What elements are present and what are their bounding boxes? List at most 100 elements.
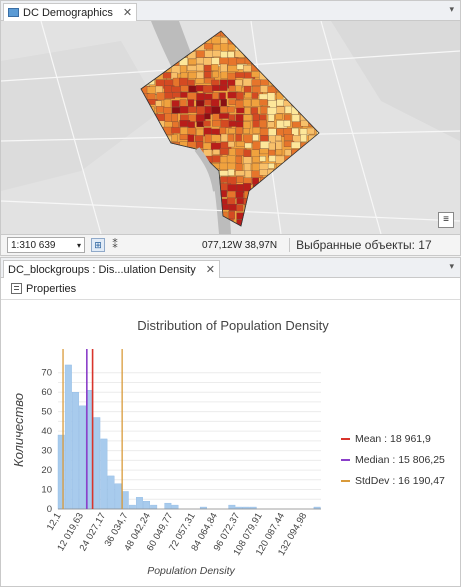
block-group-cell	[180, 72, 188, 79]
chevron-down-icon: ▾	[76, 240, 81, 250]
map-tools-icon[interactable]: ≡	[438, 212, 454, 228]
legend-label-mean: Mean : 18 961,9	[355, 432, 431, 445]
map-view[interactable]: ≡	[1, 21, 460, 234]
block-group-cell	[251, 79, 262, 86]
chart-pane: DC_blockgroups : Dis...ulation Density ✕…	[0, 257, 461, 587]
block-group-cell	[210, 142, 222, 151]
block-group-cell	[187, 65, 197, 71]
close-icon[interactable]: ✕	[122, 7, 133, 19]
histogram-bar[interactable]	[143, 501, 151, 510]
legend-item-stddev[interactable]: StdDev : 16 190,47	[341, 470, 445, 491]
pane-menu-chevron-icon[interactable]: ▾	[449, 4, 454, 14]
block-group-cell	[212, 149, 221, 155]
fixed-zoom-icon[interactable]: ⊞	[91, 238, 105, 252]
block-group-cell	[203, 120, 211, 127]
y-tick-label: 10	[41, 485, 52, 496]
histogram-bar[interactable]	[135, 497, 143, 510]
block-group-cell	[243, 134, 253, 144]
block-group-cell	[267, 163, 275, 169]
block-group-cell	[211, 64, 219, 71]
block-group-cell	[196, 128, 204, 137]
block-group-cell	[204, 113, 211, 120]
y-axis-title: Количество	[11, 393, 26, 467]
block-group-cell	[187, 127, 197, 136]
snapping-icon[interactable]: ⁑	[112, 239, 118, 251]
block-group-cell	[228, 85, 236, 92]
block-group-cell	[156, 106, 165, 113]
block-group-cell	[171, 100, 180, 107]
histogram-bar[interactable]	[72, 391, 79, 510]
block-group-cell	[291, 141, 301, 149]
scale-selector[interactable]: 1:310 639 ▾	[7, 237, 85, 253]
block-group-cell	[300, 134, 307, 143]
block-group-cell	[204, 43, 214, 50]
block-group-cell	[283, 134, 294, 141]
histogram-bar[interactable]	[107, 475, 115, 510]
block-group-cell	[203, 71, 212, 79]
block-group-cell	[252, 177, 260, 185]
block-group-cell	[251, 92, 259, 99]
block-group-cell	[276, 106, 285, 114]
block-group-cell	[267, 121, 275, 128]
y-tick-label: 30	[41, 446, 52, 457]
block-group-cell	[163, 99, 172, 109]
block-group-cell	[219, 113, 230, 119]
close-icon[interactable]: ✕	[205, 264, 215, 276]
block-group-cell	[227, 197, 236, 206]
block-group-cell	[171, 86, 182, 93]
histogram-bar[interactable]	[114, 483, 122, 510]
histogram-bar[interactable]	[64, 364, 72, 510]
chart-tab[interactable]: DC_blockgroups : Dis...ulation Density ✕	[3, 260, 220, 278]
block-group-cell	[252, 134, 259, 141]
y-tick-label: 50	[41, 407, 52, 418]
block-group-cell	[228, 114, 236, 121]
block-group-cell	[187, 141, 197, 148]
map-tab[interactable]: DC Demographics ✕	[3, 3, 138, 21]
block-group-cell	[259, 127, 269, 136]
chart-tab-title: DC_blockgroups : Dis...ulation Density	[8, 263, 196, 276]
legend-item-median[interactable]: Median : 15 806,25	[341, 449, 445, 470]
block-group-cell	[171, 127, 182, 134]
legend-label-median: Median : 15 806,25	[355, 453, 445, 466]
scale-value: 1:310 639	[11, 239, 56, 251]
block-group-cell	[243, 149, 251, 158]
properties-button[interactable]: Properties	[7, 281, 80, 297]
block-group-cell	[195, 78, 205, 84]
block-group-cell	[235, 72, 245, 78]
block-group-cell	[196, 71, 204, 80]
block-group-cell	[235, 141, 245, 147]
histogram-bar[interactable]	[93, 417, 101, 510]
histogram-bar[interactable]	[121, 491, 129, 510]
block-group-cell	[227, 65, 239, 72]
selected-features-count[interactable]: Выбранные объекты: 17	[289, 238, 432, 252]
legend-item-mean[interactable]: Mean : 18 961,9	[341, 428, 445, 449]
histogram-chart[interactable]: Distribution of Population Density 0 10 20 3…	[1, 300, 460, 586]
y-tick-label: 60	[41, 387, 52, 398]
histogram-bar[interactable]	[79, 405, 87, 510]
block-group-cell	[220, 133, 229, 142]
block-group-cell	[212, 84, 220, 92]
histogram-bar[interactable]	[150, 504, 158, 510]
block-group-cell	[211, 106, 221, 115]
block-group-cell	[275, 149, 283, 156]
block-group-cell	[212, 44, 221, 51]
block-group-cell	[236, 92, 244, 100]
block-group-cell	[227, 169, 235, 176]
block-group-cell	[243, 65, 253, 73]
histogram-bar[interactable]	[100, 438, 108, 510]
block-group-cell	[235, 170, 245, 176]
block-group-cell	[306, 127, 315, 135]
block-group-cell	[259, 119, 267, 128]
histogram-bar[interactable]	[164, 502, 172, 510]
block-group-cell	[267, 114, 275, 122]
block-group-cell	[228, 128, 236, 134]
histogram-bar[interactable]	[128, 504, 136, 510]
histogram-bar[interactable]	[171, 504, 179, 510]
block-group-cell	[220, 63, 228, 73]
map-icon	[8, 8, 19, 17]
map-canvas[interactable]	[1, 21, 460, 234]
histogram-bar[interactable]	[228, 504, 236, 510]
block-group-cell	[227, 190, 236, 199]
block-group-cell	[195, 114, 206, 122]
pane-menu-chevron-icon[interactable]: ▾	[449, 261, 454, 271]
